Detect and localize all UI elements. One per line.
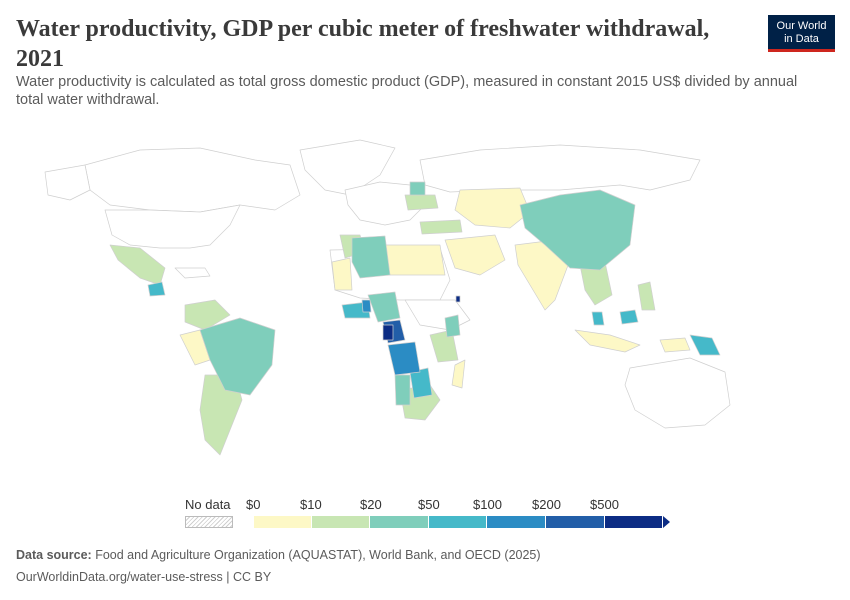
legend-bin[interactable] xyxy=(487,516,546,528)
legend-tick-label: $0 xyxy=(246,497,261,512)
region-eastern-europe[interactable] xyxy=(409,181,426,196)
legend-nodata-swatch[interactable] xyxy=(185,516,233,528)
region-usa[interactable] xyxy=(104,204,241,249)
legend-bin[interactable] xyxy=(605,516,663,528)
region-brazil[interactable] xyxy=(199,317,276,396)
region-europe[interactable] xyxy=(344,181,426,226)
legend-bin[interactable] xyxy=(546,516,605,528)
color-legend: No data $0 $10 $20 $50 $100 $200 $500 xyxy=(185,497,675,537)
region-north-africa-central[interactable] xyxy=(351,235,391,279)
region-kenya[interactable] xyxy=(444,314,461,338)
chart-subtitle: Water productivity is calculated as tota… xyxy=(16,74,798,108)
region-malaysia[interactable] xyxy=(591,311,605,326)
region-africa-east[interactable] xyxy=(404,299,471,331)
region-mexico[interactable] xyxy=(109,244,166,286)
legend-arrow-shape xyxy=(663,516,670,528)
source-label: Data source: xyxy=(16,548,92,562)
legend-nodata-label: No data xyxy=(185,497,231,512)
region-australia[interactable] xyxy=(624,357,731,429)
region-rwanda[interactable] xyxy=(455,295,461,303)
legend-tick-label: $500 xyxy=(590,497,619,512)
region-china[interactable] xyxy=(519,189,636,271)
chart-title: Water productivity, GDP per cubic meter … xyxy=(16,16,710,72)
legend-bin[interactable] xyxy=(312,516,370,528)
region-greenland[interactable] xyxy=(299,139,396,196)
region-sahara-west[interactable] xyxy=(331,257,353,291)
region-borneo-north[interactable] xyxy=(619,309,639,325)
region-gabon[interactable] xyxy=(382,324,394,341)
region-russia[interactable] xyxy=(419,144,701,193)
region-middle-east[interactable] xyxy=(444,234,506,276)
region-ukraine[interactable] xyxy=(404,194,439,211)
source-url[interactable]: OurWorldinData.org/water-use-stress | CC… xyxy=(16,570,272,584)
legend-bin[interactable] xyxy=(370,516,429,528)
legend-bin[interactable] xyxy=(429,516,487,528)
region-namibia[interactable] xyxy=(394,374,411,406)
data-source-line: Data source: Food and Agriculture Organi… xyxy=(16,548,541,562)
logo-line-1: Our World xyxy=(776,20,827,32)
region-madagascar[interactable] xyxy=(451,359,466,389)
world-map xyxy=(44,139,731,456)
legend-tick-label: $200 xyxy=(532,497,561,512)
region-east-africa[interactable] xyxy=(429,329,459,363)
logo-line-2: in Data xyxy=(784,33,819,45)
owid-logo[interactable]: Our World in Data xyxy=(768,15,835,52)
region-indonesia-west[interactable] xyxy=(574,329,641,353)
legend-open-end-arrow xyxy=(663,516,670,528)
region-central-america[interactable] xyxy=(147,281,166,297)
region-central-asia[interactable] xyxy=(454,187,531,229)
legend-tick-label: $10 xyxy=(300,497,322,512)
region-new-guinea[interactable] xyxy=(659,337,691,353)
region-canada[interactable] xyxy=(84,147,301,213)
region-turkey[interactable] xyxy=(419,219,463,235)
region-philippines[interactable] xyxy=(637,281,656,311)
region-alaska[interactable] xyxy=(44,164,91,201)
region-south-america-north[interactable] xyxy=(184,299,231,331)
region-caribbean[interactable] xyxy=(174,267,211,279)
region-libya-egypt[interactable] xyxy=(384,244,446,276)
legend-bin[interactable] xyxy=(254,516,312,528)
legend-tick-label: $50 xyxy=(418,497,440,512)
region-liberia[interactable] xyxy=(361,299,372,313)
region-png[interactable] xyxy=(689,334,721,356)
source-text: Food and Agriculture Organization (AQUAS… xyxy=(95,548,541,562)
legend-tick-label: $20 xyxy=(360,497,382,512)
region-west-central-africa[interactable] xyxy=(367,291,401,323)
region-angola-zambia[interactable] xyxy=(387,341,421,376)
legend-tick-label: $100 xyxy=(473,497,502,512)
region-mozambique-zimbabwe[interactable] xyxy=(409,367,433,399)
